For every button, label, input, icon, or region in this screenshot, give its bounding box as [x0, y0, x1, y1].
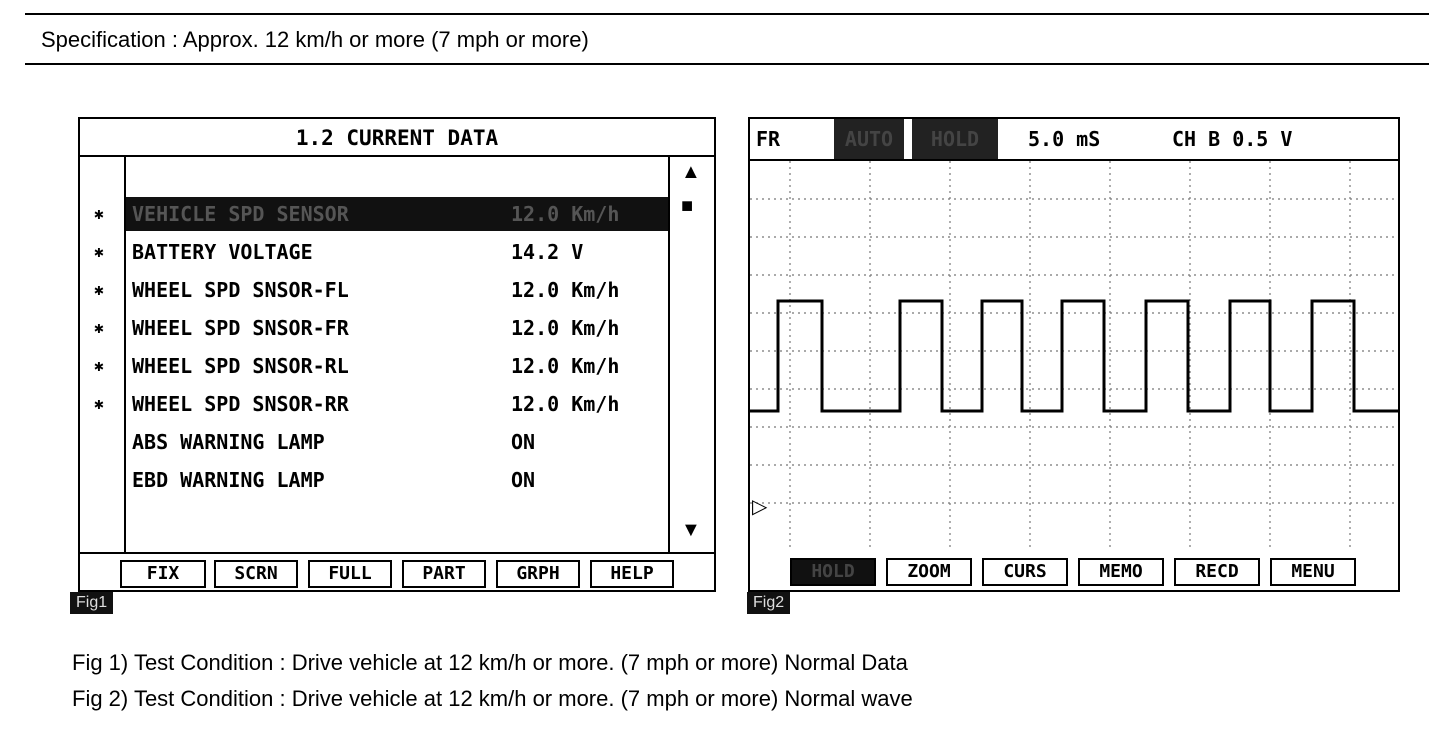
fix-button[interactable]: FIX [120, 560, 206, 588]
zoom-button[interactable]: ZOOM [886, 558, 972, 586]
data-row-value: ON [511, 468, 536, 492]
data-row-name: ABS WARNING LAMP [132, 430, 325, 454]
data-row[interactable]: WHEEL SPD SNSOR-FL 12.0 Km/h [126, 273, 668, 307]
data-row[interactable]: VEHICLE SPD SENSOR 12.0 Km/h [126, 197, 668, 231]
data-row-name: EBD WARNING LAMP [132, 468, 325, 492]
square-wave-trace [750, 299, 1398, 413]
memo-button[interactable]: MEMO [1078, 558, 1164, 586]
trigger-marker-icon: ▷ [752, 494, 768, 518]
fig2-caption: Fig 2) Test Condition : Drive vehicle at… [72, 686, 913, 711]
data-row-value: 12.0 Km/h [511, 202, 620, 226]
grph-button[interactable]: GRPH [496, 560, 580, 588]
menu-button[interactable]: MENU [1270, 558, 1356, 586]
row-mark-icon: ✱ [94, 242, 104, 261]
hold-button[interactable]: HOLD [790, 558, 876, 586]
channel-label: FR [756, 127, 781, 151]
data-row-value: 12.0 Km/h [511, 392, 620, 416]
full-button[interactable]: FULL [308, 560, 392, 588]
specification-text: Specification : Approx. 12 km/h or more … [41, 27, 589, 52]
hold-mode-badge[interactable]: HOLD [912, 119, 998, 159]
screen-title: 1.2 CURRENT DATA [80, 119, 714, 157]
part-button[interactable]: PART [402, 560, 486, 588]
data-row[interactable]: EBD WARNING LAMP ON [126, 463, 668, 497]
fig1-caption: Fig 1) Test Condition : Drive vehicle at… [72, 650, 908, 675]
scroll-down-icon[interactable]: ▼ [681, 519, 701, 541]
timebase-readout: 5.0 mS [1028, 127, 1101, 151]
data-row[interactable]: WHEEL SPD SNSOR-RR 12.0 Km/h [126, 387, 668, 421]
scroll-up-icon[interactable]: ▲ [681, 161, 701, 183]
grid [750, 161, 1398, 549]
data-row-name: VEHICLE SPD SENSOR [132, 202, 349, 226]
data-row-value: 12.0 Km/h [511, 278, 620, 302]
channel-scale-readout: CH B 0.5 V [1172, 127, 1293, 151]
data-row-name: WHEEL SPD SNSOR-RL [132, 354, 349, 378]
current-data-screen: 1.2 CURRENT DATA ✱ ✱ ✱ ✱ ✱ ✱ VEHICLE SPD… [78, 117, 716, 592]
data-row-name: WHEEL SPD SNSOR-RR [132, 392, 349, 416]
scope-function-key-bar: HOLD ZOOM CURS MEMO RECD MENU [750, 552, 1398, 592]
data-list: VEHICLE SPD SENSOR 12.0 Km/h BATTERY VOL… [124, 157, 670, 552]
fig2-tag: Fig2 [747, 592, 791, 614]
data-row[interactable]: WHEEL SPD SNSOR-RL 12.0 Km/h [126, 349, 668, 383]
specification-bar: Specification : Approx. 12 km/h or more … [25, 13, 1429, 65]
data-row-value: ON [511, 430, 536, 454]
scroll-thumb[interactable]: ■ [681, 195, 694, 217]
data-row[interactable]: BATTERY VOLTAGE 14.2 V [126, 235, 668, 269]
row-mark-icon: ✱ [94, 356, 104, 375]
data-row-value: 12.0 Km/h [511, 354, 620, 378]
data-row-name: WHEEL SPD SNSOR-FR [132, 316, 349, 340]
function-key-bar: FIX SCRN FULL PART GRPH HELP [80, 552, 714, 592]
data-row-value: 14.2 V [511, 240, 584, 264]
waveform-plot: ▷ [750, 161, 1398, 549]
auto-mode-badge[interactable]: AUTO [834, 119, 904, 159]
data-row[interactable]: ABS WARNING LAMP ON [126, 425, 668, 459]
scope-header: FR AUTO HOLD 5.0 mS CH B 0.5 V [750, 119, 1398, 161]
data-row-value: 12.0 Km/h [511, 316, 620, 340]
curs-button[interactable]: CURS [982, 558, 1068, 586]
row-mark-icon: ✱ [94, 204, 104, 223]
recd-button[interactable]: RECD [1174, 558, 1260, 586]
data-row-name: BATTERY VOLTAGE [132, 240, 313, 264]
scrn-button[interactable]: SCRN [214, 560, 298, 588]
row-mark-icon: ✱ [94, 280, 104, 299]
fig1-tag: Fig1 [70, 592, 114, 614]
scrollbar[interactable]: ▲ ■ ▼ [672, 157, 714, 552]
data-row[interactable]: WHEEL SPD SNSOR-FR 12.0 Km/h [126, 311, 668, 345]
row-mark-icon: ✱ [94, 318, 104, 337]
row-mark-icon: ✱ [94, 394, 104, 413]
data-row-name: WHEEL SPD SNSOR-FL [132, 278, 349, 302]
oscilloscope-screen: FR AUTO HOLD 5.0 mS CH B 0.5 V ▷ [748, 117, 1400, 592]
help-button[interactable]: HELP [590, 560, 674, 588]
